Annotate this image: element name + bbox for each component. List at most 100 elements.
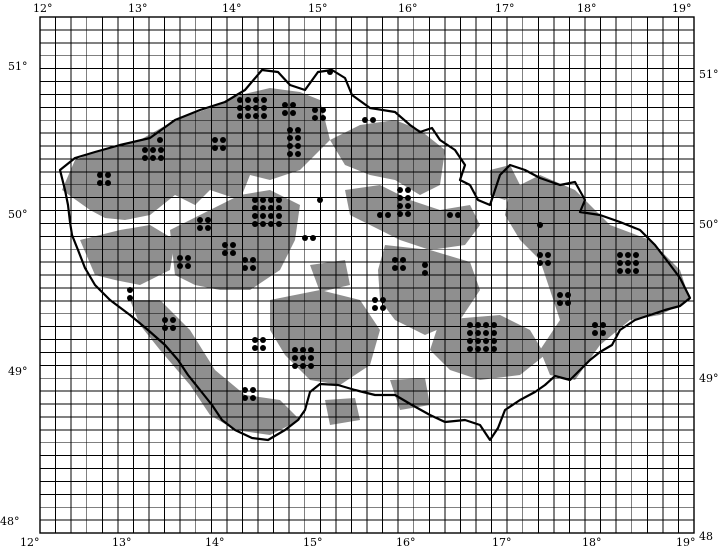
record-dot <box>237 105 243 111</box>
record-dot <box>385 212 391 218</box>
record-dot <box>565 300 571 306</box>
record-dot <box>633 260 639 266</box>
record-dot <box>237 113 243 119</box>
record-dot <box>300 355 306 361</box>
record-dot <box>625 268 631 274</box>
record-dot <box>317 197 323 203</box>
record-dot <box>97 172 103 178</box>
record-dots <box>97 69 639 401</box>
right-label-50: 50° <box>699 218 719 231</box>
range-area-north-moravia <box>490 165 520 200</box>
record-dot <box>197 225 203 231</box>
range-area-patch-3 <box>325 398 360 425</box>
record-dot <box>287 143 293 149</box>
record-dot <box>158 147 164 153</box>
range-area-south-central <box>270 290 380 385</box>
record-dot <box>292 347 298 353</box>
record-dot <box>105 180 111 186</box>
record-dot <box>537 252 543 258</box>
record-dot <box>127 295 133 301</box>
bottom-label-18: 18° <box>582 536 602 549</box>
record-dot <box>300 347 306 353</box>
record-dot <box>617 260 623 266</box>
record-dot <box>276 221 282 227</box>
record-dot <box>261 105 267 111</box>
record-dot <box>230 250 236 256</box>
record-dot <box>260 345 266 351</box>
record-dot <box>287 127 293 133</box>
record-dot <box>276 205 282 211</box>
top-label-18: 18° <box>577 2 597 15</box>
record-dot <box>276 197 282 203</box>
record-dot <box>475 338 481 344</box>
record-dot <box>422 270 428 276</box>
record-dot <box>252 345 258 351</box>
record-dot <box>362 117 368 123</box>
top-label-13: 13° <box>128 2 148 15</box>
record-dot <box>467 338 473 344</box>
record-dot <box>405 187 411 193</box>
record-dot <box>455 212 461 218</box>
bottom-label-12: 12° <box>20 536 40 549</box>
record-dot <box>252 221 258 227</box>
left-latitude-labels: 51° 50° 49° 48° <box>0 60 28 528</box>
record-dot <box>467 322 473 328</box>
record-dot <box>537 260 543 266</box>
record-dot <box>537 222 543 228</box>
record-dot <box>483 338 489 344</box>
record-dot <box>308 347 314 353</box>
record-dot <box>292 363 298 369</box>
record-dot <box>268 197 274 203</box>
record-dot <box>405 211 411 217</box>
record-dot <box>475 346 481 352</box>
record-dot <box>150 155 156 161</box>
bottom-longitude-labels: 12° 13° 14° 15° 16° 17° 18° 19° <box>20 536 696 549</box>
record-dot <box>400 257 406 263</box>
record-dot <box>491 322 497 328</box>
record-dot <box>292 355 298 361</box>
record-dot <box>253 113 259 119</box>
record-dot <box>447 212 453 218</box>
record-dot <box>205 225 211 231</box>
record-dot <box>295 151 301 157</box>
record-dot <box>633 252 639 258</box>
right-label-51: 51° <box>699 68 719 81</box>
record-dot <box>600 330 606 336</box>
bottom-label-14: 14° <box>205 536 225 549</box>
record-dot <box>260 337 266 343</box>
record-dot <box>197 217 203 223</box>
left-label-49: 49° <box>8 365 28 378</box>
record-dot <box>295 143 301 149</box>
record-dot <box>491 330 497 336</box>
record-dot <box>253 97 259 103</box>
record-dot <box>282 110 288 116</box>
record-dot <box>422 262 428 268</box>
record-dot <box>276 213 282 219</box>
record-dot <box>260 205 266 211</box>
record-dot <box>170 317 176 323</box>
record-dot <box>177 263 183 269</box>
record-dot <box>397 203 403 209</box>
record-dot <box>491 338 497 344</box>
top-label-12: 12° <box>33 2 53 15</box>
record-dot <box>290 110 296 116</box>
left-label-50: 50° <box>8 208 28 221</box>
record-dot <box>212 137 218 143</box>
record-dot <box>222 250 228 256</box>
record-dot <box>242 387 248 393</box>
record-dot <box>625 260 631 266</box>
record-dot <box>252 337 258 343</box>
range-area-north-central <box>330 120 445 195</box>
country-border <box>58 68 692 442</box>
record-dot <box>245 97 251 103</box>
record-dot <box>392 265 398 271</box>
record-dot <box>380 297 386 303</box>
record-dot <box>250 387 256 393</box>
record-dot <box>162 317 168 323</box>
range-area-east <box>505 175 690 380</box>
record-dot <box>268 221 274 227</box>
bottom-label-16: 16° <box>396 536 416 549</box>
record-dot <box>392 257 398 263</box>
record-dot <box>282 102 288 108</box>
record-dot <box>290 102 296 108</box>
